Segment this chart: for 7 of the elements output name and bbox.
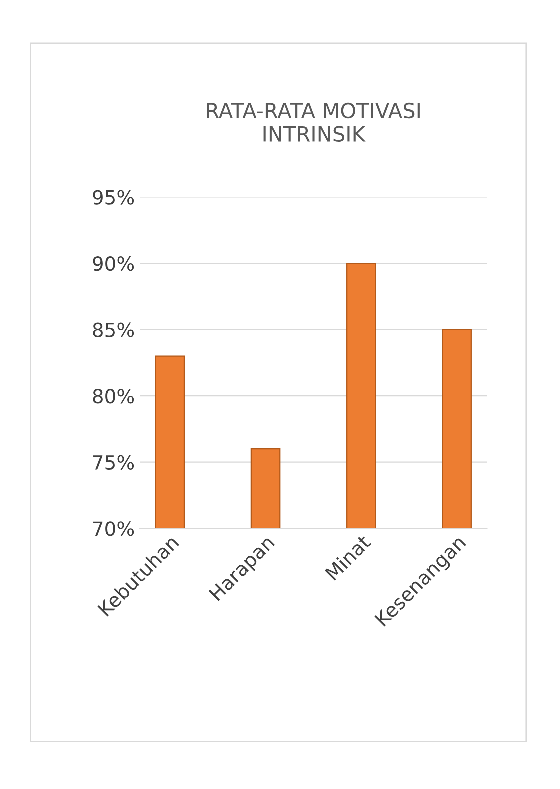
y-tick-label: 75%: [94, 455, 134, 470]
y-tick-label: 80%: [93, 389, 134, 404]
y-tick-label: 70%: [94, 522, 134, 536]
y-tick-label: 95%: [93, 190, 134, 205]
y-tick-label: 90%: [93, 256, 134, 272]
chart-title: RATA-RATA MOTIVASI INTRINSIK: [207, 102, 420, 142]
y-tick-label: 85%: [93, 322, 134, 338]
